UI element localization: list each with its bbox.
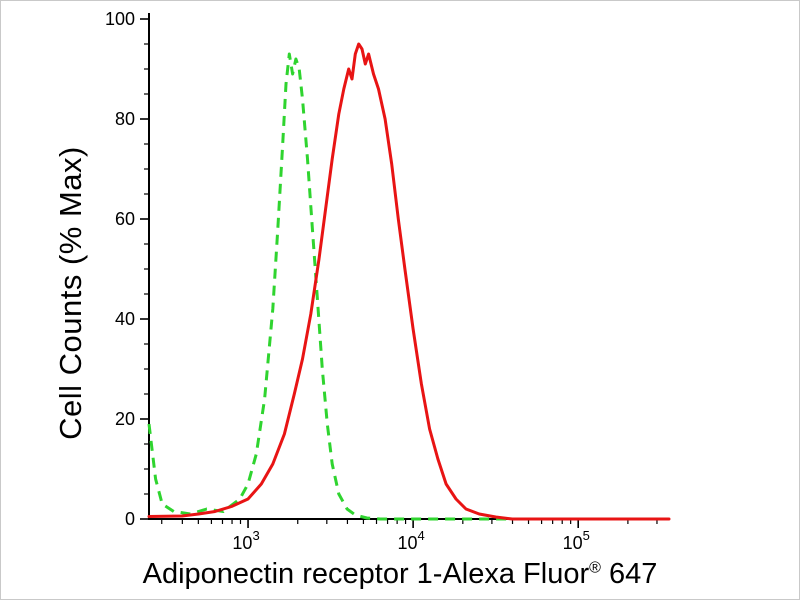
x-tick-label: 104	[397, 528, 424, 553]
x-tick-label: 105	[563, 528, 590, 553]
y-tick-label: 0	[125, 509, 135, 529]
x-axis-label-main: Adiponectin receptor 1-Alexa Fluor	[142, 558, 590, 590]
x-axis-label-suffix: 647	[600, 558, 658, 590]
y-axis-label: Cell Counts (% Max)	[53, 146, 89, 440]
y-axis-label-text: Cell Counts (% Max)	[53, 146, 88, 440]
y-tick-label: 80	[115, 109, 135, 129]
antibody-curve-red-solid	[147, 42, 671, 521]
registered-trademark-symbol: ®	[589, 559, 601, 577]
y-tick-label: 20	[115, 409, 135, 429]
y-tick-label: 100	[105, 9, 135, 29]
axes-and-ticks: 103 104 105 0 20 40 60 80 100	[105, 9, 669, 553]
control-curve-green-dashed	[147, 52, 669, 521]
x-tick-label: 103	[232, 528, 259, 553]
y-tick-label: 40	[115, 309, 135, 329]
x-axis-label: Adiponectin receptor 1-Alexa Fluor® 647	[1, 558, 799, 591]
y-tick-label: 60	[115, 209, 135, 229]
